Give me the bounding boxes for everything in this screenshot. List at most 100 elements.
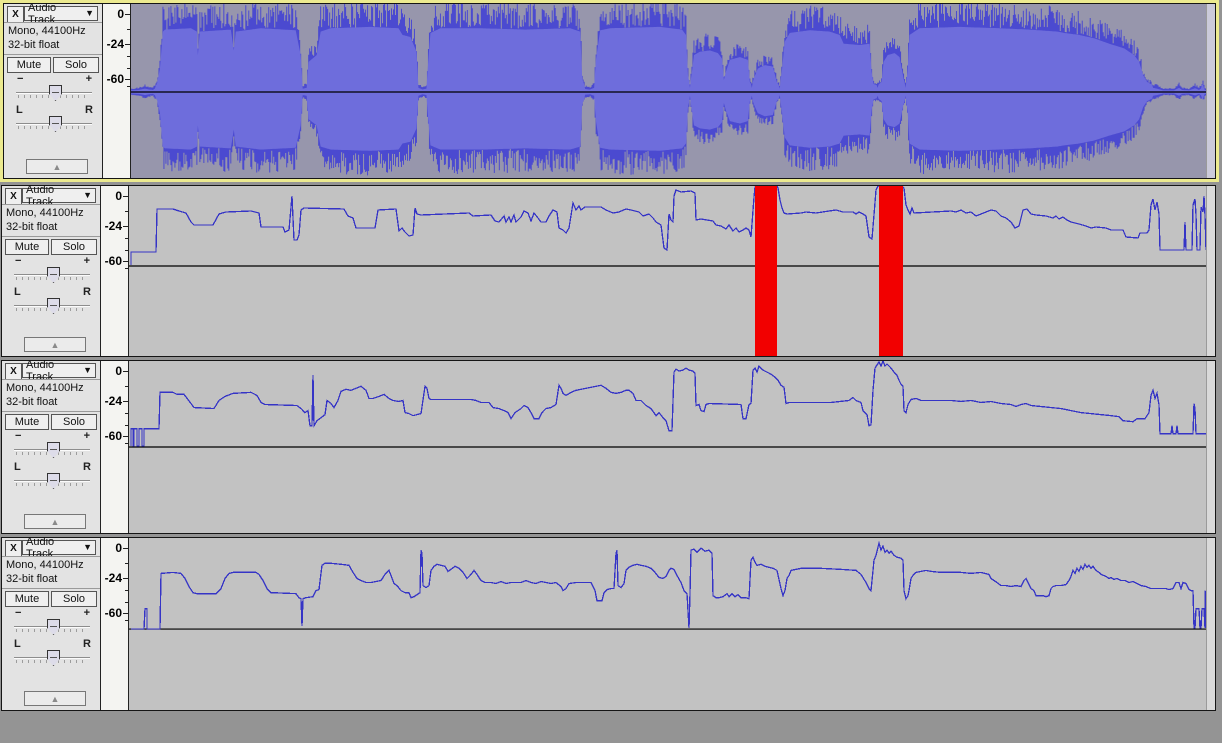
waveform-canvas[interactable] xyxy=(131,4,1206,178)
collapse-track-button[interactable]: ▲ xyxy=(24,514,86,529)
vertical-db-ruler[interactable]: 0 -24 -60 xyxy=(101,186,129,356)
ruler-minor-tick xyxy=(125,250,128,251)
ruler-db-label: -60 xyxy=(104,254,122,268)
ruler-minor-tick xyxy=(125,413,128,414)
collapse-icon: ▲ xyxy=(50,516,60,527)
ruler-db-label: -60 xyxy=(104,606,122,620)
pan-slider-thumb[interactable] xyxy=(49,116,62,132)
ruler-db-label: -60 xyxy=(106,72,124,86)
pan-right-label: R xyxy=(83,638,91,650)
ruler-minor-tick xyxy=(125,268,128,269)
track-bitdepth-info: 32-bit float xyxy=(6,396,58,408)
waveform-area[interactable] xyxy=(129,361,1215,533)
ruler-db-label: -60 xyxy=(104,429,122,443)
collapse-track-button[interactable]: ▲ xyxy=(24,337,86,352)
track-title-dropdown[interactable]: Audio Track ▼ xyxy=(22,184,96,208)
waveform-canvas[interactable] xyxy=(129,186,1206,356)
solo-button[interactable]: Solo xyxy=(53,57,99,73)
solo-button[interactable]: Solo xyxy=(51,239,97,255)
vertical-db-ruler[interactable]: 0 -24 -60 xyxy=(101,361,129,533)
pan-slider-thumb[interactable] xyxy=(47,650,60,666)
track-bitdepth-info: 32-bit float xyxy=(6,221,58,233)
ruler-major-tick xyxy=(125,14,130,15)
divider xyxy=(4,54,102,55)
gain-plus-label: + xyxy=(85,73,92,85)
track-3: X Audio Track ▼ Mono, 44100Hz 32-bit flo… xyxy=(1,359,1216,534)
gain-slider-thumb[interactable] xyxy=(47,442,60,458)
mute-button[interactable]: Mute xyxy=(5,591,49,607)
ruler-major-tick xyxy=(123,436,128,437)
track-control-panel: X Audio Track ▼ Mono, 44100Hz 32-bit flo… xyxy=(2,536,101,710)
gain-plus-label: + xyxy=(83,430,90,442)
collapse-track-button[interactable]: ▲ xyxy=(24,691,86,706)
ruler-major-tick xyxy=(125,79,130,80)
solo-button[interactable]: Solo xyxy=(51,591,97,607)
mute-button[interactable]: Mute xyxy=(7,57,51,73)
ruler-major-tick xyxy=(123,578,128,579)
track-4: X Audio Track ▼ Mono, 44100Hz 32-bit flo… xyxy=(1,536,1216,711)
ruler-major-tick xyxy=(123,613,128,614)
gain-minus-label: − xyxy=(15,255,22,267)
ruler-minor-tick xyxy=(125,238,128,239)
gain-slider-thumb[interactable] xyxy=(47,267,60,283)
collapse-icon: ▲ xyxy=(52,161,62,172)
pan-left-label: L xyxy=(16,104,23,116)
ruler-major-tick xyxy=(123,226,128,227)
collapse-track-button[interactable]: ▲ xyxy=(26,159,88,174)
pan-slider-thumb[interactable] xyxy=(47,473,60,489)
ruler-major-tick xyxy=(123,548,128,549)
waveform-area[interactable] xyxy=(129,186,1215,356)
divider xyxy=(2,379,100,380)
track-format-info: Mono, 44100Hz xyxy=(8,25,86,37)
vertical-db-ruler[interactable]: 0 -24 -60 xyxy=(103,4,131,178)
ruler-db-label: 0 xyxy=(115,541,122,555)
track-control-panel: X Audio Track ▼ Mono, 44100Hz 32-bit flo… xyxy=(2,359,101,533)
waveform-canvas[interactable] xyxy=(129,361,1206,533)
pan-right-label: R xyxy=(85,104,93,116)
divider xyxy=(2,204,100,205)
close-track-button[interactable]: X xyxy=(5,363,22,380)
ruler-db-label: -24 xyxy=(104,219,122,233)
divider xyxy=(2,411,100,412)
pan-left-label: L xyxy=(14,286,21,298)
waveform-area[interactable] xyxy=(129,538,1215,710)
ruler-minor-tick xyxy=(127,56,130,57)
mute-button[interactable]: Mute xyxy=(5,414,49,430)
track-title-dropdown[interactable]: Audio Track ▼ xyxy=(22,359,96,383)
gain-plus-label: + xyxy=(83,255,90,267)
track-end-area xyxy=(1206,186,1215,356)
chevron-down-icon: ▼ xyxy=(83,542,92,552)
waveform-area[interactable] xyxy=(131,4,1215,178)
clipping-marker xyxy=(879,186,903,356)
track-bitdepth-info: 32-bit float xyxy=(6,573,58,585)
divider xyxy=(2,588,100,589)
track-title-dropdown[interactable]: Audio Track ▼ xyxy=(24,2,98,26)
pan-slider-thumb[interactable] xyxy=(47,298,60,314)
ruler-db-label: 0 xyxy=(117,7,124,21)
ruler-db-label: -24 xyxy=(104,571,122,585)
pan-left-label: L xyxy=(14,638,21,650)
mute-button[interactable]: Mute xyxy=(5,239,49,255)
ruler-minor-tick xyxy=(125,211,128,212)
close-track-button[interactable]: X xyxy=(5,188,22,205)
ruler-minor-tick xyxy=(125,425,128,426)
waveform-canvas[interactable] xyxy=(129,538,1206,710)
gain-slider-thumb[interactable] xyxy=(49,85,62,101)
ruler-major-tick xyxy=(123,261,128,262)
gain-slider-thumb[interactable] xyxy=(47,619,60,635)
vertical-db-ruler[interactable]: 0 -24 -60 xyxy=(101,538,129,710)
ruler-minor-tick xyxy=(125,386,128,387)
solo-button[interactable]: Solo xyxy=(51,414,97,430)
close-track-button[interactable]: X xyxy=(7,6,24,23)
track-end-area xyxy=(1206,361,1215,533)
track-end-area xyxy=(1206,538,1215,710)
ruler-minor-tick xyxy=(125,563,128,564)
gain-minus-label: − xyxy=(15,607,22,619)
gain-minus-label: − xyxy=(15,430,22,442)
divider xyxy=(4,22,102,23)
track-format-info: Mono, 44100Hz xyxy=(6,559,84,571)
pan-right-label: R xyxy=(83,461,91,473)
track-title-dropdown[interactable]: Audio Track ▼ xyxy=(22,536,96,560)
ruler-db-label: 0 xyxy=(115,364,122,378)
close-track-button[interactable]: X xyxy=(5,540,22,557)
